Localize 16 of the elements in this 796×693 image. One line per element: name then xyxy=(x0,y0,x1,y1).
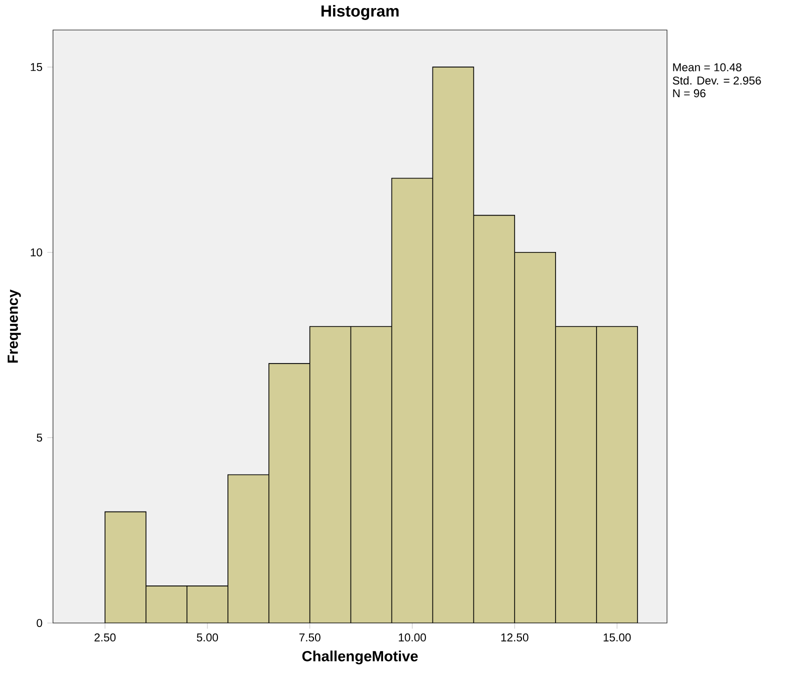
x-tick-label: 2.50 xyxy=(94,633,116,642)
y-tick-label: 0 xyxy=(36,618,42,628)
x-tick-label: 10.00 xyxy=(398,633,426,642)
x-tick-label: 15.00 xyxy=(604,633,631,642)
y-axis-title: Frequency xyxy=(8,290,21,363)
y-tick-label: 10 xyxy=(30,248,42,256)
x-axis-title: ChallengeMotive xyxy=(302,650,418,664)
text: N = 96 xyxy=(673,89,706,98)
x-tick-label: 5.00 xyxy=(196,633,218,642)
text: Std. Dev. = 2.956 xyxy=(672,76,761,85)
y-tick-label: 15 xyxy=(30,63,42,72)
chart-title: Histogram xyxy=(322,4,399,20)
y-tick-label: 5 xyxy=(36,434,42,442)
x-tick-label: 7.50 xyxy=(299,633,320,642)
text: Mean = 10.48 xyxy=(673,63,742,72)
x-tick-label: 12.50 xyxy=(501,633,528,642)
